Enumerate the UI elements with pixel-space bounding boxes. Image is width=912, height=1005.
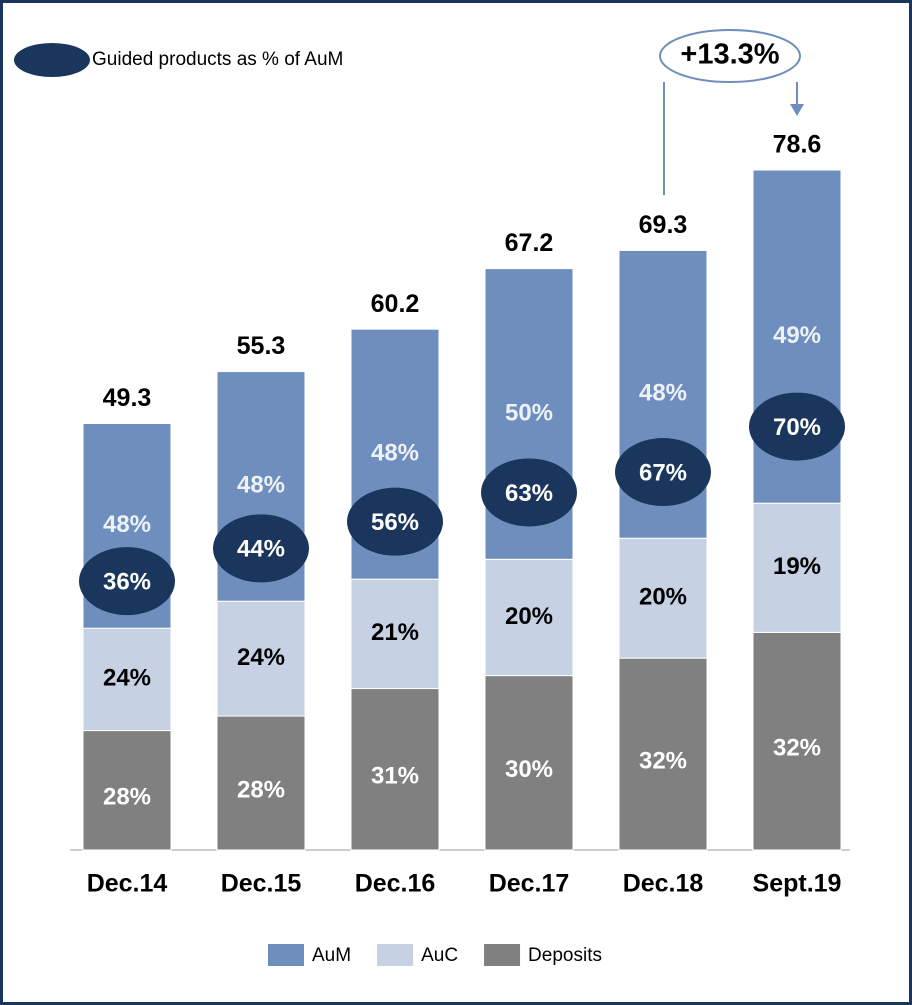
x-tick-label: Dec.16 bbox=[355, 870, 436, 898]
legend-label: AuM bbox=[312, 945, 351, 966]
segment-label: 24% bbox=[237, 644, 285, 671]
legend-swatch bbox=[268, 944, 304, 966]
bar-segment bbox=[618, 657, 708, 851]
bar-segment bbox=[752, 631, 842, 851]
bar-segment bbox=[484, 675, 574, 851]
segment-label: 28% bbox=[103, 784, 151, 811]
segment-label: 31% bbox=[371, 763, 419, 790]
segment-label: 20% bbox=[639, 584, 687, 611]
x-tick-label: Dec.18 bbox=[623, 870, 704, 898]
segment-label: 30% bbox=[505, 756, 553, 783]
segment-label: 48% bbox=[103, 511, 151, 538]
guided-label: 56% bbox=[371, 509, 419, 536]
x-tick-label: Dec.17 bbox=[489, 870, 570, 898]
guided-oval bbox=[481, 458, 577, 527]
guided-legend-label: Guided products as % of AuM bbox=[92, 49, 343, 70]
total-label: 78.6 bbox=[773, 131, 822, 159]
legend-label: Deposits bbox=[528, 945, 602, 966]
segment-label: 32% bbox=[639, 747, 687, 774]
total-label: 49.3 bbox=[103, 384, 152, 412]
guided-label: 36% bbox=[103, 568, 151, 595]
bar-segment bbox=[350, 688, 440, 851]
legend-swatch bbox=[484, 944, 521, 966]
bar-segment bbox=[216, 715, 306, 851]
total-label: 60.2 bbox=[371, 290, 420, 318]
legend-label: AuC bbox=[421, 945, 458, 966]
segment-label: 49% bbox=[773, 322, 821, 349]
x-tick-label: Dec.14 bbox=[87, 870, 168, 898]
legend-swatch bbox=[377, 944, 414, 966]
bar-segment bbox=[82, 730, 172, 851]
annotation-arrowhead bbox=[790, 104, 804, 116]
segment-label: 48% bbox=[639, 380, 687, 407]
bar-segment bbox=[484, 558, 574, 677]
total-label: 55.3 bbox=[237, 332, 286, 360]
annotation-bubble bbox=[659, 29, 801, 83]
segment-label: 48% bbox=[371, 440, 419, 467]
x-tick-label: Sept.19 bbox=[753, 870, 842, 898]
bar-segment bbox=[350, 578, 440, 690]
bar-segment bbox=[82, 627, 172, 732]
guided-oval bbox=[347, 487, 443, 556]
segment-label: 20% bbox=[505, 603, 553, 630]
segment-label: 32% bbox=[773, 735, 821, 762]
segment-label: 48% bbox=[237, 472, 285, 499]
guided-legend-marker bbox=[14, 43, 90, 77]
guided-label: 70% bbox=[773, 414, 821, 441]
x-tick-label: Dec.15 bbox=[221, 870, 302, 898]
guided-oval bbox=[615, 438, 711, 507]
guided-oval bbox=[79, 547, 175, 616]
guided-oval bbox=[213, 514, 309, 583]
bar-segment bbox=[618, 537, 708, 659]
segment-label: 28% bbox=[237, 776, 285, 803]
guided-label: 67% bbox=[639, 459, 687, 486]
segment-label: 19% bbox=[773, 553, 821, 580]
bar-segment bbox=[216, 600, 306, 717]
guided-oval bbox=[749, 392, 845, 461]
segment-label: 50% bbox=[505, 399, 553, 426]
guided-label: 44% bbox=[237, 536, 285, 563]
total-label: 69.3 bbox=[639, 211, 688, 239]
segment-label: 24% bbox=[103, 665, 151, 692]
segment-label: 21% bbox=[371, 619, 419, 646]
guided-label: 63% bbox=[505, 480, 553, 507]
annotation: +13.3% bbox=[680, 39, 779, 71]
total-label: 67.2 bbox=[505, 229, 554, 257]
bar-segment bbox=[752, 502, 842, 633]
